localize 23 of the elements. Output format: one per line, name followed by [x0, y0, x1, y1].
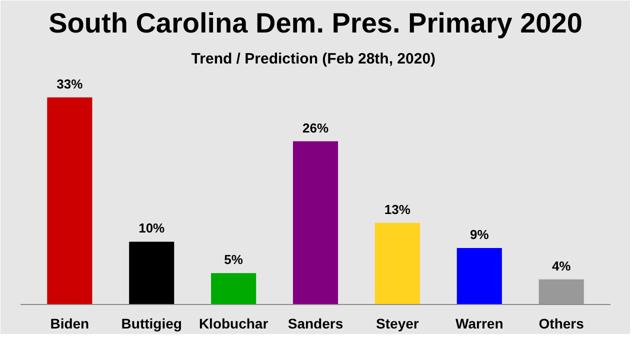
- data-label: 10%: [138, 220, 166, 236]
- data-label: 26%: [302, 120, 329, 136]
- bar: [292, 141, 338, 304]
- chart-title: South Carolina Dem. Pres. Primary 2020: [48, 8, 582, 38]
- bar: [456, 248, 502, 304]
- data-label: 9%: [470, 227, 490, 242]
- data-label: 5%: [224, 252, 244, 268]
- data-label: 13%: [384, 202, 411, 217]
- bar: [538, 279, 584, 304]
- x-tick-label: Others: [538, 316, 584, 332]
- data-label: 33%: [56, 76, 84, 92]
- x-tick-label: Warren: [456, 316, 504, 332]
- bar: [47, 97, 92, 304]
- x-tick-label: Steyer: [376, 316, 420, 332]
- x-tick-label: Biden: [50, 316, 90, 332]
- bar: [374, 222, 420, 304]
- data-label: 4%: [552, 258, 572, 274]
- chart-subtitle: Trend / Prediction (Feb 28th, 2020): [191, 50, 436, 68]
- x-tick-label: Sanders: [288, 316, 344, 332]
- x-tick-label: Buttigieg: [121, 316, 182, 332]
- bar: [129, 242, 174, 304]
- bar: [211, 273, 256, 304]
- x-tick-label: Klobuchar: [198, 316, 269, 332]
